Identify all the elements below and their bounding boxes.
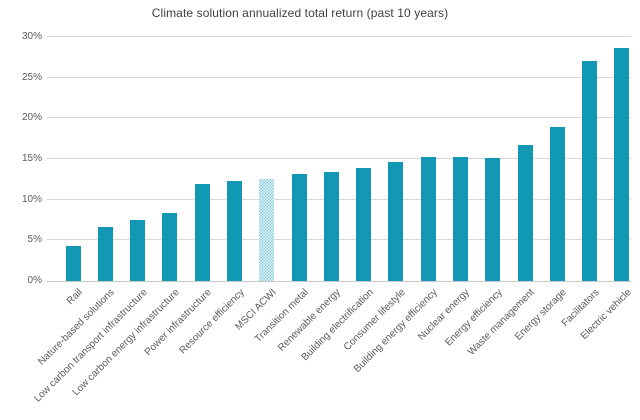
bar xyxy=(97,227,113,281)
bar-slot xyxy=(444,37,476,281)
bar xyxy=(549,127,565,281)
bar xyxy=(291,173,307,281)
bar xyxy=(388,162,404,281)
gridline xyxy=(47,76,631,78)
y-tick-label: 30% xyxy=(21,31,42,42)
bar xyxy=(162,212,178,281)
bar xyxy=(453,157,469,281)
bar xyxy=(485,158,501,281)
y-tick-label: 25% xyxy=(21,71,42,83)
bar xyxy=(65,246,81,281)
bar xyxy=(356,167,372,281)
bars-container xyxy=(57,37,638,281)
bar-slot xyxy=(122,37,154,281)
bar-msci-acwi-benchmark xyxy=(259,179,275,281)
bar-slot xyxy=(509,37,541,281)
gridline xyxy=(47,239,631,241)
bar-slot xyxy=(89,37,121,281)
bar xyxy=(323,172,339,281)
bar xyxy=(614,48,630,281)
bar-slot xyxy=(477,37,509,281)
bar xyxy=(517,145,533,281)
y-tick-label: 5% xyxy=(27,234,42,246)
gridline xyxy=(47,158,631,159)
bar-slot xyxy=(380,37,412,281)
y-tick-label: 0% xyxy=(27,275,42,286)
gridline xyxy=(47,281,631,282)
bar-slot xyxy=(218,37,250,281)
bar-slot xyxy=(606,37,638,281)
bar-slot xyxy=(541,37,573,281)
bar xyxy=(227,180,243,281)
bar xyxy=(194,184,210,281)
chart-title: Climate solution annualized total return… xyxy=(151,6,449,20)
bar-slot xyxy=(283,37,315,281)
y-tick-label: 10% xyxy=(21,193,42,205)
y-tick-label: 15% xyxy=(21,153,42,164)
bar xyxy=(130,220,146,281)
gridline xyxy=(47,36,631,37)
gridline xyxy=(47,198,631,200)
bar-slot xyxy=(348,37,380,281)
bar-slot xyxy=(412,37,444,281)
bar-slot xyxy=(186,37,218,281)
bar xyxy=(582,60,598,281)
bar-slot xyxy=(251,37,283,281)
gridline xyxy=(47,117,631,119)
bar-slot xyxy=(574,37,606,281)
bar-slot xyxy=(154,37,186,281)
bar-slot xyxy=(57,37,89,281)
bar xyxy=(420,157,436,281)
bar-slot xyxy=(315,37,347,281)
y-tick-label: 20% xyxy=(21,112,42,124)
